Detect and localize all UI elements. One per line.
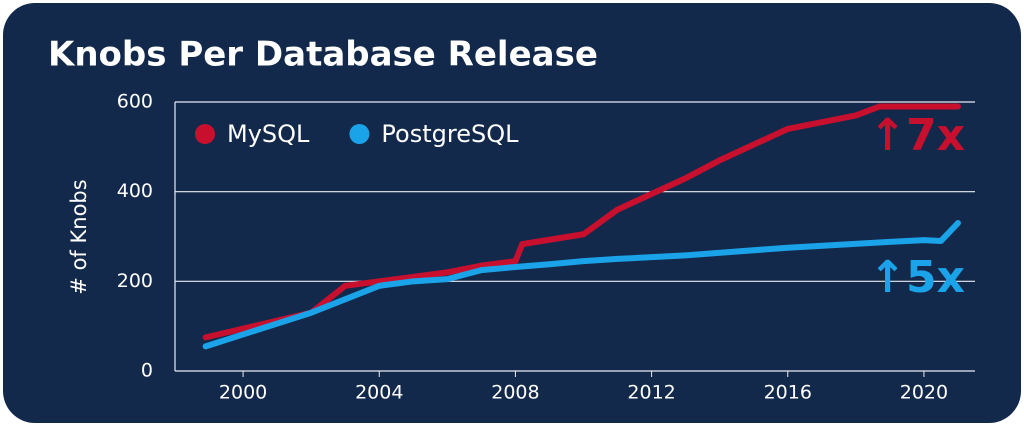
y-axis-label: # of Knobs	[67, 179, 91, 294]
line-series	[202, 103, 961, 341]
x-tick-label: 2020	[900, 382, 948, 404]
y-tick-label: 200	[117, 270, 153, 292]
x-tick-label: 2012	[627, 382, 675, 404]
legend-label: MySQL	[227, 120, 310, 148]
annotation: ↑7x	[869, 110, 965, 161]
x-tick-label: 2000	[219, 382, 267, 404]
legend-marker	[195, 124, 215, 144]
line-series	[202, 220, 961, 350]
annotation: ↑5x	[869, 252, 965, 303]
y-tick-label: 600	[117, 91, 153, 113]
x-tick-label: 2008	[491, 382, 539, 404]
y-tick-label: 400	[117, 180, 153, 202]
x-tick-label: 2004	[355, 382, 403, 404]
y-tick-label: 0	[141, 360, 153, 382]
legend-marker	[349, 124, 370, 144]
chart-title: Knobs Per Database Release	[48, 35, 598, 75]
panel	[3, 3, 1021, 423]
legend-label: PostgreSQL	[381, 120, 519, 148]
x-tick-label: 2016	[764, 382, 812, 404]
